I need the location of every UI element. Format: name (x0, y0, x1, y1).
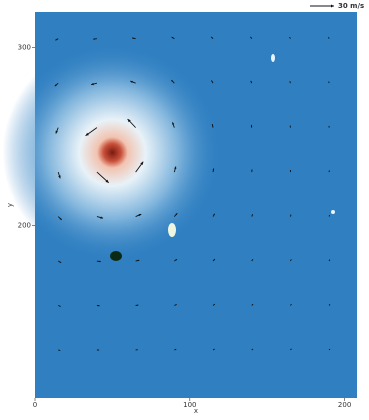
legend-arrow (310, 5, 334, 8)
y-tick-label: 200 (18, 221, 31, 229)
vector (328, 37, 329, 38)
legend-label: 30 m/s (338, 2, 364, 10)
particle (110, 251, 122, 261)
particle (271, 54, 275, 62)
x-tick-label: 200 (338, 401, 351, 409)
arrow-head (331, 5, 334, 8)
x-tick-label: 100 (183, 401, 196, 409)
vector (329, 170, 330, 172)
y-axis-label: y (6, 203, 14, 207)
vector (290, 126, 291, 128)
chart: y x 010020020030030 m/s (0, 0, 369, 416)
vector (136, 349, 138, 350)
vector (329, 215, 330, 217)
vector (329, 82, 330, 84)
x-tick-label: 0 (33, 401, 37, 409)
vector (290, 170, 291, 172)
vortex-core (2, 43, 222, 263)
y-tick-label: 300 (18, 44, 31, 52)
particle (331, 210, 335, 214)
vector (329, 260, 330, 261)
vector (329, 349, 330, 350)
vector (97, 350, 99, 351)
particle (168, 223, 176, 237)
vector (329, 126, 330, 128)
